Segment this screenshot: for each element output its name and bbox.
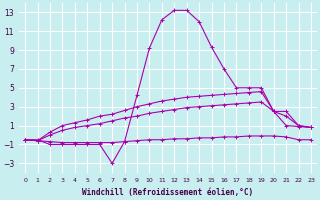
X-axis label: Windchill (Refroidissement éolien,°C): Windchill (Refroidissement éolien,°C) [83,188,254,197]
